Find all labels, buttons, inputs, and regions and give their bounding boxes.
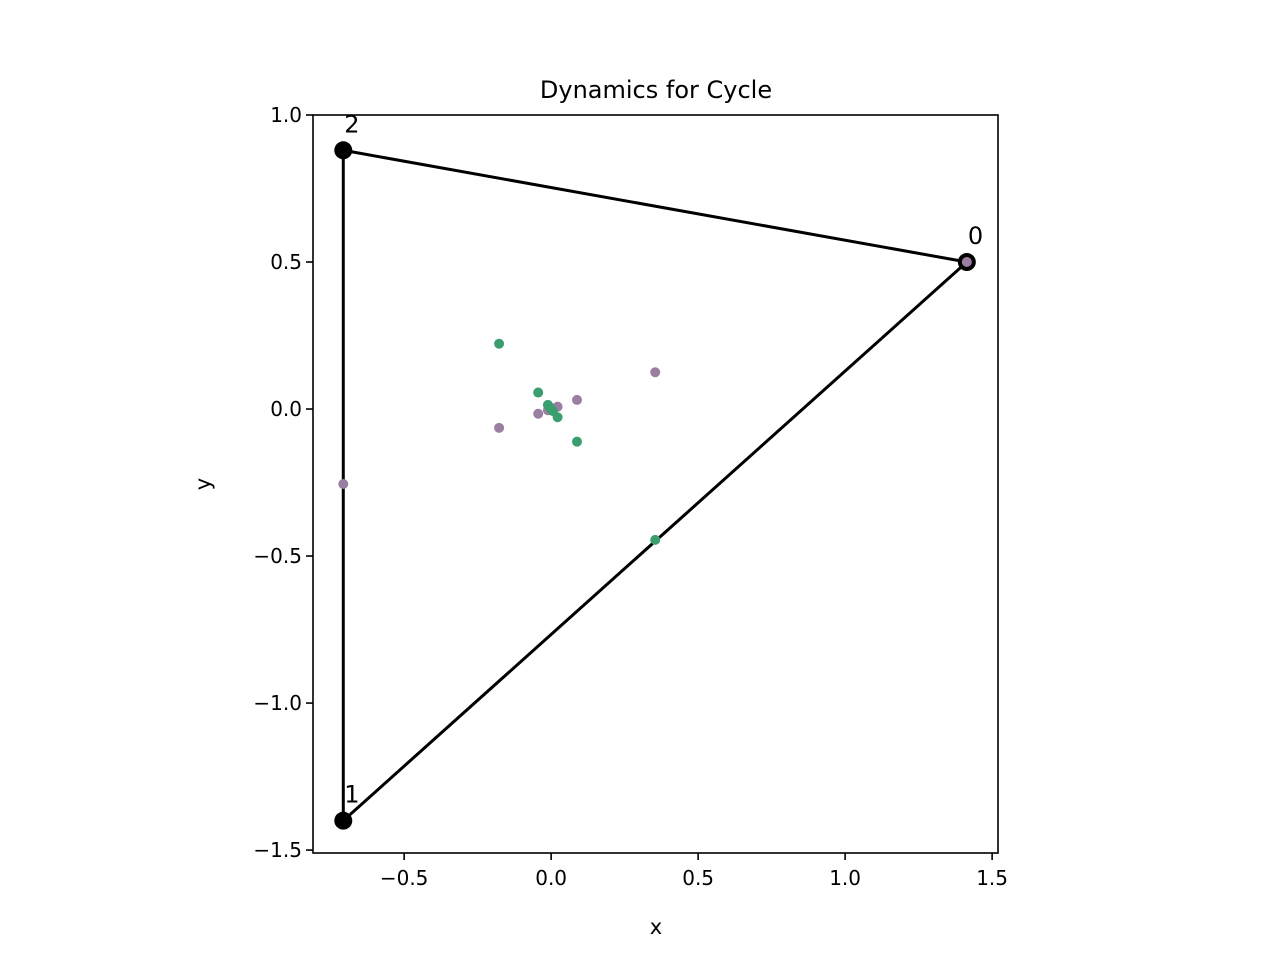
- x-tick-label: 0.5: [682, 866, 714, 890]
- series-1-point: [494, 338, 505, 349]
- x-tick-label: 0.0: [535, 866, 567, 890]
- x-tick-label: 1.5: [976, 866, 1008, 890]
- node-label-2: 2: [344, 110, 359, 138]
- y-tick-label: −1.5: [253, 838, 302, 862]
- y-tick-label: 0.0: [270, 397, 302, 421]
- plot-area: 0 1 2: [334, 110, 983, 830]
- series-0-point: [338, 479, 349, 489]
- node-1: [334, 811, 353, 830]
- node-label-0: 0: [968, 222, 983, 250]
- y-axis-label: y: [191, 478, 215, 490]
- y-tick-label: 0.5: [270, 250, 302, 274]
- y-tick-label: −0.5: [253, 544, 302, 568]
- axes: −0.5 0.0 0.5 1.0 1.5 1.0 0.5 0.0 −0.5 −1.0 −1.5: [253, 103, 1008, 890]
- series-1-point: [650, 534, 661, 545]
- plot-frame: [312, 114, 999, 854]
- series-0-point: [961, 257, 972, 268]
- node-2: [334, 141, 353, 160]
- series-1-point: [533, 387, 544, 398]
- x-tick-label: 1.0: [829, 866, 861, 890]
- y-tick-label: 1.0: [270, 103, 302, 127]
- series-1-point: [545, 403, 556, 414]
- chart-title: Dynamics for Cycle: [540, 76, 772, 104]
- node-label-1: 1: [344, 781, 359, 809]
- series-0-point: [494, 422, 505, 433]
- x-tick-label: −0.5: [380, 866, 429, 890]
- y-tick-label: −1.0: [253, 691, 302, 715]
- cycle-edge-2-0: [343, 148, 968, 264]
- series-0-point: [533, 408, 544, 419]
- series-0-point: [572, 394, 583, 405]
- series-0-point: [650, 367, 661, 378]
- x-axis-label: x: [650, 915, 662, 939]
- series-1-point: [572, 436, 583, 447]
